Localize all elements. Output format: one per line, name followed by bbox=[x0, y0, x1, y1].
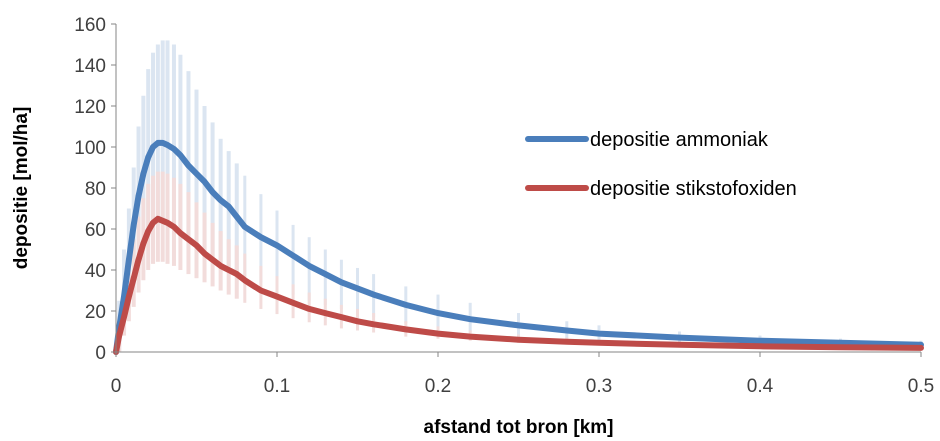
y-tick-label: 160 bbox=[74, 15, 106, 36]
range-bar bbox=[178, 54, 183, 236]
x-tick-label: 0.2 bbox=[425, 376, 451, 397]
range-bar bbox=[151, 52, 156, 230]
range-bar bbox=[155, 44, 160, 225]
range-bar bbox=[186, 192, 191, 275]
range-bar bbox=[186, 71, 191, 242]
series-lines bbox=[113, 139, 924, 355]
x-axis-title: afstand tot bron [km] bbox=[424, 417, 614, 438]
y-axis-title: depositie [mol/ha] bbox=[11, 107, 32, 270]
y-tick-label: 100 bbox=[74, 138, 106, 159]
y-tick-label: 120 bbox=[74, 97, 106, 118]
range-bar bbox=[165, 173, 170, 264]
legend-item-ammonia: depositie ammoniak bbox=[525, 129, 769, 151]
range-bands bbox=[117, 40, 923, 352]
range-bar bbox=[202, 212, 207, 283]
range-bar bbox=[178, 183, 183, 270]
y-tick-label: 60 bbox=[85, 220, 106, 241]
series-line-0 bbox=[113, 139, 924, 355]
y-tick-label: 0 bbox=[95, 343, 106, 364]
y-axis-ticks: 0 20 40 60 80 100 120 140 160 bbox=[74, 15, 116, 364]
plot-area bbox=[113, 40, 924, 355]
x-tick-label: 0 bbox=[111, 376, 122, 397]
y-tick-label: 20 bbox=[85, 302, 106, 323]
series-line-1 bbox=[113, 215, 924, 355]
x-axis-ticks: 0 0.1 0.2 0.3 0.4 0.5 bbox=[111, 352, 934, 397]
y-tick-label: 140 bbox=[74, 56, 106, 77]
range-bar bbox=[165, 40, 170, 227]
range-band-series-0 bbox=[117, 40, 923, 352]
legend-item-nitrogen-oxides: depositie stikstofoxiden bbox=[525, 178, 797, 200]
range-bar bbox=[171, 44, 176, 232]
y-tick-label: 40 bbox=[85, 261, 106, 282]
x-tick-label: 0.1 bbox=[264, 376, 290, 397]
x-tick-label: 0.4 bbox=[747, 376, 774, 397]
range-bar bbox=[218, 231, 223, 291]
range-bar bbox=[210, 222, 215, 287]
range-bar bbox=[291, 224, 295, 295]
legend-label-nitrogen-oxides: depositie stikstofoxiden bbox=[590, 178, 797, 200]
legend: depositie ammoniak depositie stikstofoxi… bbox=[525, 129, 797, 200]
range-bar bbox=[171, 177, 176, 266]
range-bar bbox=[194, 202, 199, 279]
range-bar bbox=[160, 171, 165, 262]
axes: 0 20 40 60 80 100 120 140 160 0 0.1 0.2 0.3 0.4 0.5 bbox=[74, 15, 934, 397]
range-bar bbox=[194, 89, 199, 248]
range-bar bbox=[160, 40, 165, 225]
x-tick-label: 0.5 bbox=[908, 376, 934, 397]
legend-label-ammonia: depositie ammoniak bbox=[590, 129, 769, 151]
range-bar bbox=[275, 210, 279, 289]
y-tick-label: 80 bbox=[85, 179, 106, 200]
x-tick-label: 0.3 bbox=[586, 376, 612, 397]
